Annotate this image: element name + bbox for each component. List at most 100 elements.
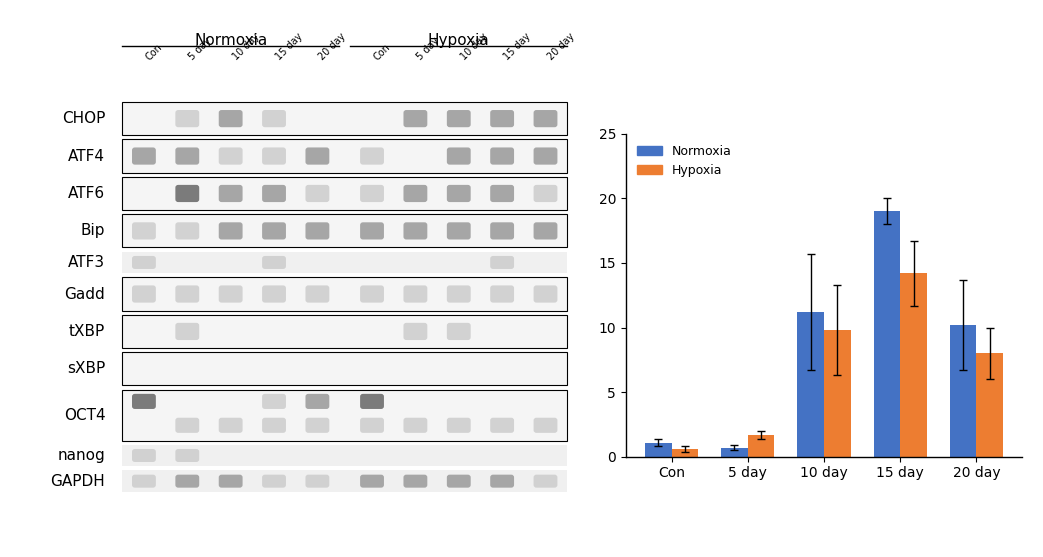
FancyBboxPatch shape xyxy=(262,285,286,302)
Text: 5 day: 5 day xyxy=(415,36,442,62)
Text: nanog: nanog xyxy=(57,448,105,463)
Text: Con: Con xyxy=(372,42,392,62)
Text: 20 day: 20 day xyxy=(545,31,576,62)
FancyBboxPatch shape xyxy=(534,475,557,488)
FancyBboxPatch shape xyxy=(175,285,199,302)
FancyBboxPatch shape xyxy=(306,394,330,409)
Bar xyxy=(122,177,567,210)
Bar xyxy=(721,448,748,457)
Bar xyxy=(874,211,900,457)
FancyBboxPatch shape xyxy=(262,110,286,127)
FancyBboxPatch shape xyxy=(262,418,286,433)
Bar xyxy=(122,214,567,247)
Bar xyxy=(122,252,567,273)
FancyBboxPatch shape xyxy=(446,285,470,302)
FancyBboxPatch shape xyxy=(306,148,330,165)
FancyBboxPatch shape xyxy=(446,475,470,488)
FancyBboxPatch shape xyxy=(219,418,243,433)
FancyBboxPatch shape xyxy=(534,285,557,302)
Text: Bip: Bip xyxy=(81,223,105,238)
FancyBboxPatch shape xyxy=(446,185,470,202)
FancyBboxPatch shape xyxy=(360,222,384,240)
FancyBboxPatch shape xyxy=(175,110,199,127)
FancyBboxPatch shape xyxy=(132,285,155,302)
FancyBboxPatch shape xyxy=(175,185,199,202)
FancyBboxPatch shape xyxy=(262,185,286,202)
FancyBboxPatch shape xyxy=(132,222,155,240)
Bar xyxy=(645,442,672,457)
FancyBboxPatch shape xyxy=(132,394,155,409)
FancyBboxPatch shape xyxy=(446,418,470,433)
FancyBboxPatch shape xyxy=(404,185,428,202)
FancyBboxPatch shape xyxy=(490,185,514,202)
FancyBboxPatch shape xyxy=(490,285,514,302)
Bar xyxy=(976,353,1003,457)
Text: Gadd: Gadd xyxy=(65,286,105,301)
Bar xyxy=(824,330,851,457)
Bar xyxy=(122,390,567,441)
Legend: Normoxia, Hypoxia: Normoxia, Hypoxia xyxy=(632,140,737,182)
FancyBboxPatch shape xyxy=(404,418,428,433)
FancyBboxPatch shape xyxy=(490,256,514,269)
FancyBboxPatch shape xyxy=(175,418,199,433)
Text: Hypoxia: Hypoxia xyxy=(428,32,489,47)
Text: 20 day: 20 day xyxy=(317,31,348,62)
FancyBboxPatch shape xyxy=(534,418,557,433)
FancyBboxPatch shape xyxy=(446,148,470,165)
Text: ATF6: ATF6 xyxy=(68,186,105,201)
Text: sXBP: sXBP xyxy=(67,361,105,377)
FancyBboxPatch shape xyxy=(306,222,330,240)
Text: OCT4: OCT4 xyxy=(64,408,105,423)
FancyBboxPatch shape xyxy=(175,323,199,340)
Bar xyxy=(122,471,567,492)
FancyBboxPatch shape xyxy=(360,394,384,409)
Bar xyxy=(950,325,976,457)
FancyBboxPatch shape xyxy=(404,110,428,127)
FancyBboxPatch shape xyxy=(262,475,286,488)
FancyBboxPatch shape xyxy=(360,285,384,302)
FancyBboxPatch shape xyxy=(175,475,199,488)
Bar xyxy=(122,102,567,135)
Text: 15 day: 15 day xyxy=(502,31,533,62)
Text: ATF4: ATF4 xyxy=(69,149,105,164)
Bar xyxy=(122,445,567,466)
FancyBboxPatch shape xyxy=(132,148,155,165)
FancyBboxPatch shape xyxy=(360,418,384,433)
FancyBboxPatch shape xyxy=(219,110,243,127)
FancyBboxPatch shape xyxy=(404,323,428,340)
FancyBboxPatch shape xyxy=(446,323,470,340)
FancyBboxPatch shape xyxy=(219,285,243,302)
FancyBboxPatch shape xyxy=(175,449,199,462)
Text: 10 day: 10 day xyxy=(231,31,261,62)
FancyBboxPatch shape xyxy=(306,475,330,488)
Text: ATF3: ATF3 xyxy=(68,255,105,270)
FancyBboxPatch shape xyxy=(262,148,286,165)
FancyBboxPatch shape xyxy=(404,475,428,488)
Text: GAPDH: GAPDH xyxy=(51,473,105,488)
Bar xyxy=(748,435,774,457)
Text: 5 day: 5 day xyxy=(188,36,214,62)
FancyBboxPatch shape xyxy=(446,110,470,127)
FancyBboxPatch shape xyxy=(132,449,155,462)
FancyBboxPatch shape xyxy=(219,222,243,240)
Bar xyxy=(122,139,567,173)
FancyBboxPatch shape xyxy=(404,285,428,302)
FancyBboxPatch shape xyxy=(262,222,286,240)
Text: CHOP: CHOP xyxy=(62,111,105,126)
Text: 10 day: 10 day xyxy=(459,31,489,62)
Bar xyxy=(122,315,567,348)
FancyBboxPatch shape xyxy=(306,418,330,433)
FancyBboxPatch shape xyxy=(534,185,557,202)
Text: 15 day: 15 day xyxy=(274,31,305,62)
Bar xyxy=(900,273,927,457)
FancyBboxPatch shape xyxy=(175,222,199,240)
FancyBboxPatch shape xyxy=(490,148,514,165)
FancyBboxPatch shape xyxy=(490,475,514,488)
FancyBboxPatch shape xyxy=(534,110,557,127)
FancyBboxPatch shape xyxy=(360,185,384,202)
Bar xyxy=(122,352,567,385)
Text: Con: Con xyxy=(144,42,165,62)
FancyBboxPatch shape xyxy=(404,222,428,240)
FancyBboxPatch shape xyxy=(360,475,384,488)
FancyBboxPatch shape xyxy=(219,475,243,488)
